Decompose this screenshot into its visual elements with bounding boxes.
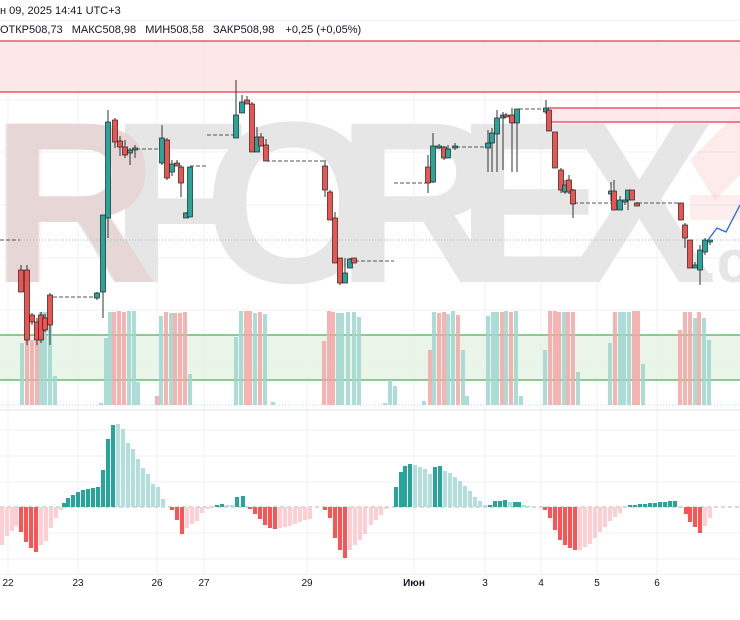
high-label: МАКС: [71, 24, 103, 36]
high-value: 508,98: [102, 24, 137, 36]
ohlc-change: +0,25 (+0,05%): [285, 24, 362, 36]
open-value: 508,73: [29, 24, 63, 36]
ohlc-high: МАКС508,98: [72, 24, 136, 36]
open-label: ОТКР: [0, 24, 30, 36]
header-datetime: н 09, 2025 14:41 UTC+3: [0, 5, 121, 17]
time-axis-tick: 4: [538, 578, 544, 589]
time-axis-tick: 26: [151, 578, 163, 589]
time-axis-tick: 23: [72, 578, 84, 589]
time-axis-tick: 22: [2, 578, 14, 589]
svg-text:.c: .c: [700, 228, 740, 295]
ohlc-legend: ОТКР508,73 МАКС508,98 МИН508,58 ЗАКР508,…: [0, 21, 367, 39]
time-axis-tick: 6: [654, 578, 660, 589]
time-axis-tick: 5: [594, 578, 600, 589]
low-label: МИН: [145, 24, 171, 36]
time-axis[interactable]: 22 23 26 27 29 Июн 3 4 5 6: [0, 574, 740, 593]
ohlc-low: МИН508,58: [145, 24, 204, 36]
forecast-line: [707, 204, 740, 241]
time-axis-tick: Июн: [403, 578, 425, 589]
time-axis-tick: 29: [301, 578, 313, 589]
close-label: ЗАКР: [212, 24, 241, 36]
volume-bars: [20, 311, 711, 405]
header-divider: [0, 20, 740, 21]
ohlc-close: ЗАКР508,98: [213, 24, 274, 36]
svg-text:R: R: [0, 74, 158, 331]
time-axis-tick: 3: [482, 578, 488, 589]
candlesticks: [18, 80, 713, 345]
oscillator-histogram: [0, 424, 740, 558]
ohlc-open: ОТКР508,73: [0, 24, 63, 36]
time-axis-tick: 27: [198, 578, 210, 589]
low-value: 508,58: [170, 24, 204, 36]
close-value: 508,98: [240, 24, 275, 36]
